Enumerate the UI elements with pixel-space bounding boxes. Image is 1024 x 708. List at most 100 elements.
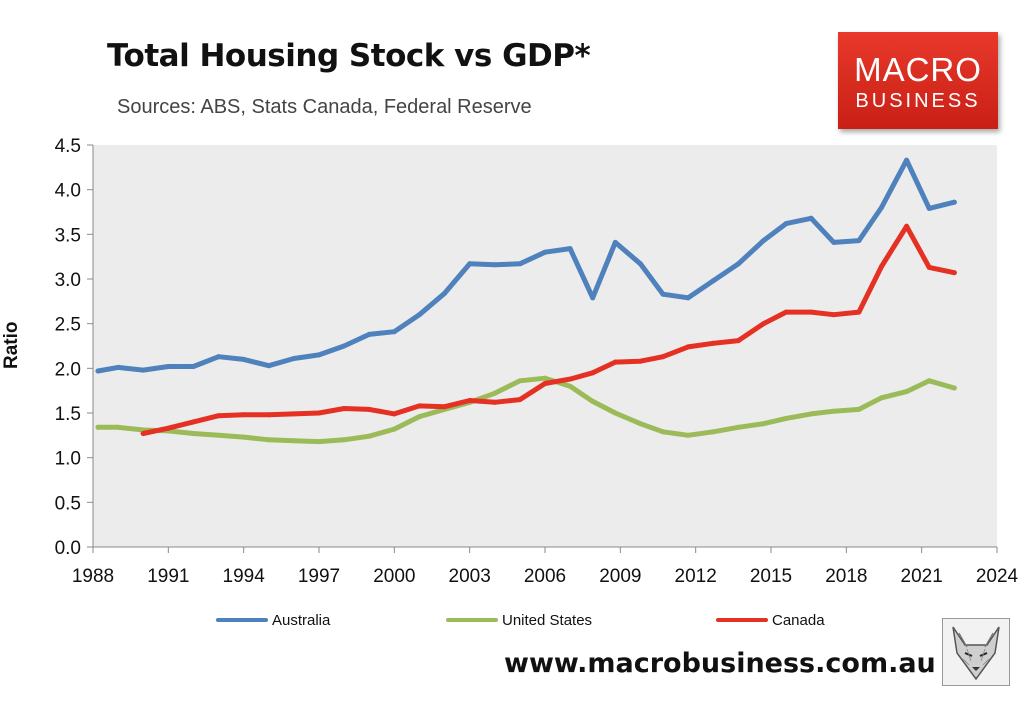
data-point-united-states xyxy=(241,434,247,440)
legend-item-united-states: United States xyxy=(446,609,592,631)
data-point-united-states xyxy=(291,438,297,444)
data-point-australia xyxy=(467,261,473,267)
x-tick-label: 2018 xyxy=(825,566,867,587)
data-point-united-states xyxy=(316,439,322,445)
data-point-canada xyxy=(140,431,146,436)
data-point-united-states xyxy=(783,415,789,421)
data-point-canada xyxy=(637,358,643,364)
data-point-canada xyxy=(316,410,322,416)
data-point-united-states xyxy=(904,389,910,395)
data-point-united-states xyxy=(115,424,121,430)
legend-swatch-canada xyxy=(716,618,768,622)
legend-swatch-australia xyxy=(216,618,268,622)
data-point-australia xyxy=(391,329,397,335)
data-point-australia xyxy=(685,295,691,301)
data-point-canada xyxy=(612,359,618,365)
legend-label-canada: Canada xyxy=(772,611,825,629)
x-tick-label: 2015 xyxy=(750,566,792,587)
data-point-canada xyxy=(926,264,932,270)
data-point-united-states xyxy=(366,433,372,439)
data-point-australia xyxy=(366,331,372,337)
data-point-canada xyxy=(341,406,347,411)
data-point-united-states xyxy=(416,414,422,420)
axes: 0.0 0.5 1.0 1.5 2.0 2.5 3.0 3.5 4.0 4.5 1988 1991 19… xyxy=(55,136,1019,587)
data-point-canada xyxy=(492,399,498,405)
data-point-canada xyxy=(856,309,862,315)
data-point-australia xyxy=(542,249,548,255)
data-point-australia xyxy=(95,368,101,374)
data-point-australia xyxy=(115,364,121,370)
data-point-australia xyxy=(856,238,862,244)
data-point-canada xyxy=(190,419,196,425)
data-point-canada xyxy=(710,340,716,346)
y-tick-label: 4.0 xyxy=(55,181,81,202)
data-point-australia xyxy=(761,238,766,244)
data-point-united-states xyxy=(856,406,862,412)
data-point-canada xyxy=(266,412,272,418)
data-point-canada xyxy=(391,411,397,417)
y-tick-label: 0.0 xyxy=(55,538,81,559)
data-point-united-states xyxy=(517,378,523,384)
data-point-united-states xyxy=(637,421,643,427)
data-point-australia xyxy=(190,364,196,369)
data-point-canada xyxy=(879,264,884,269)
series-lines xyxy=(95,157,957,445)
data-point-australia xyxy=(637,261,643,267)
series-line-australia xyxy=(95,157,957,374)
data-point-canada xyxy=(517,397,523,403)
legend-item-canada: Canada xyxy=(716,609,825,631)
data-point-australia xyxy=(140,367,146,373)
data-point-canada xyxy=(685,344,691,350)
data-point-united-states xyxy=(660,429,666,435)
data-point-australia xyxy=(808,215,814,221)
data-point-canada xyxy=(660,354,666,360)
data-point-canada xyxy=(904,223,910,229)
logo-text-business: BUSINESS xyxy=(855,90,981,112)
data-point-united-states xyxy=(492,390,498,396)
data-point-australia xyxy=(316,352,322,358)
data-point-australia xyxy=(341,343,347,349)
logo-text-macro: MACRO xyxy=(854,51,982,88)
data-point-united-states xyxy=(808,411,814,417)
y-tick-label: 2.0 xyxy=(55,359,81,380)
footer-url: www.macrobusiness.com.au xyxy=(504,648,936,679)
data-point-united-states xyxy=(879,395,884,401)
data-point-canada xyxy=(542,381,548,386)
x-tick-label: 2024 xyxy=(976,566,1019,587)
data-point-australia xyxy=(951,199,957,205)
data-point-australia xyxy=(517,261,523,267)
data-point-australia xyxy=(442,290,448,296)
data-point-australia xyxy=(165,364,171,369)
y-tick-label: 4.5 xyxy=(55,136,81,157)
data-point-australia xyxy=(567,246,573,252)
x-tick-label: 1994 xyxy=(223,566,266,587)
data-point-canada xyxy=(467,398,473,403)
data-point-united-states xyxy=(951,385,957,391)
legend-swatch-united-states xyxy=(446,618,498,622)
data-point-canada xyxy=(590,370,596,376)
data-point-united-states xyxy=(710,429,716,435)
data-point-canada xyxy=(291,411,297,417)
data-point-united-states xyxy=(216,432,222,438)
data-point-australia xyxy=(710,278,716,284)
data-point-australia xyxy=(216,354,222,360)
plot-area xyxy=(93,145,997,547)
data-point-australia xyxy=(735,261,741,267)
x-tick-label: 2006 xyxy=(524,566,566,587)
x-tick-label: 2003 xyxy=(449,566,491,587)
x-tick-label: 2000 xyxy=(373,566,415,587)
macrobusiness-logo: MACRO BUSINESS xyxy=(838,32,998,129)
data-point-united-states xyxy=(926,378,932,384)
data-point-australia xyxy=(879,205,884,210)
data-point-canada xyxy=(735,338,741,344)
y-tick-label: 2.5 xyxy=(55,315,81,336)
series-line-united-states xyxy=(95,375,957,445)
data-point-canada xyxy=(442,404,448,410)
data-point-united-states xyxy=(735,424,741,430)
x-tick-label: 2009 xyxy=(599,566,641,587)
data-point-australia xyxy=(904,157,910,163)
data-point-australia xyxy=(291,356,297,361)
data-point-australia xyxy=(590,295,596,301)
y-tick-label: 3.0 xyxy=(55,270,81,291)
